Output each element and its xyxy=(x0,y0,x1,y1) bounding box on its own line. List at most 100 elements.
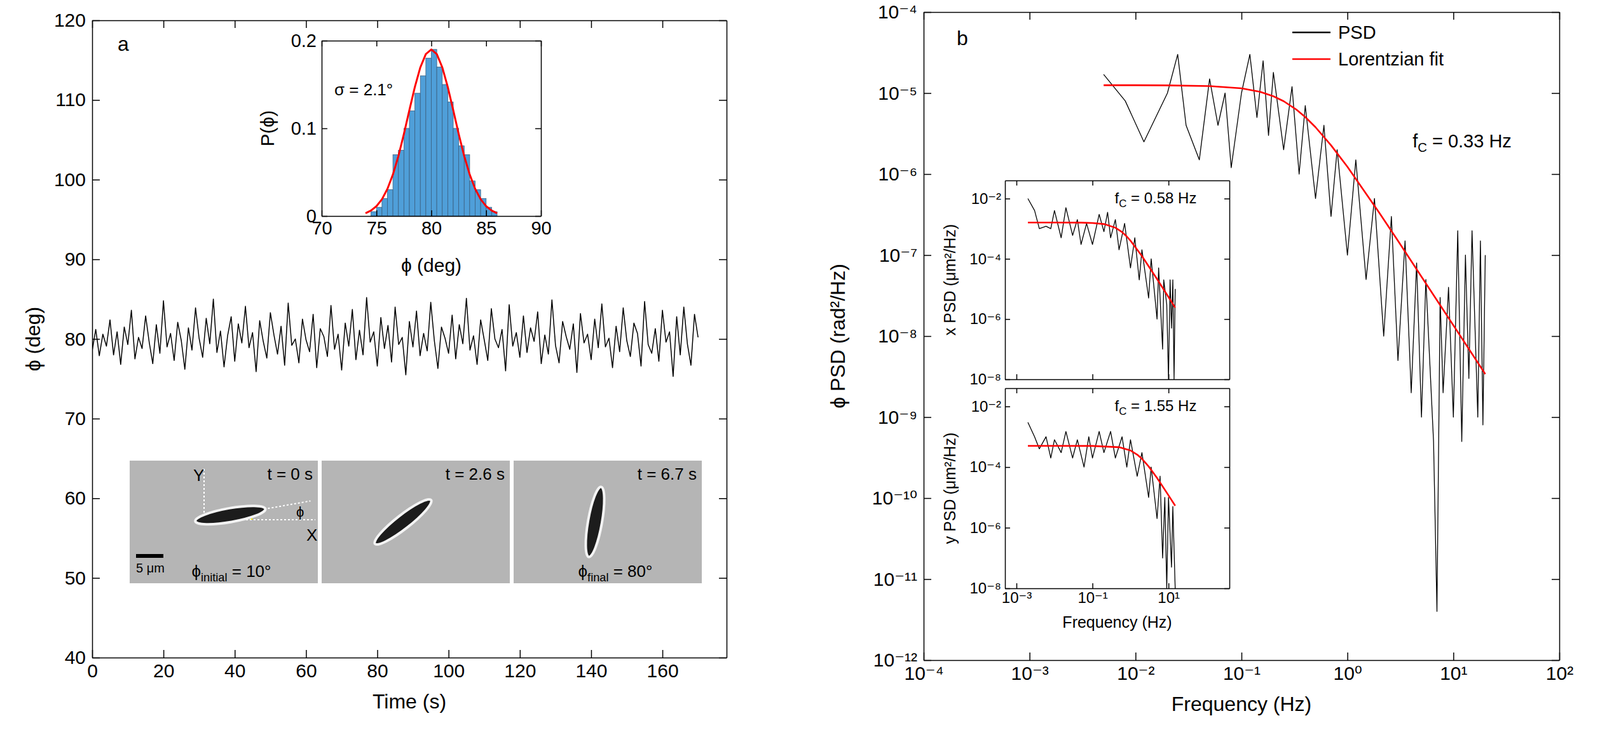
tick-mark xyxy=(1224,379,1230,381)
annotation: ϕinitial = 10° xyxy=(191,561,272,585)
tick-label: 10⁻⁹ xyxy=(877,406,918,428)
tick-label: 10⁻⁶ xyxy=(970,310,1002,328)
tick: 10⁻⁵ xyxy=(877,82,932,104)
tick-label: 0.2 xyxy=(291,30,317,51)
tick-mark xyxy=(486,210,488,217)
histogram-bar xyxy=(436,66,443,217)
tick-mark xyxy=(1005,319,1011,321)
axis-line xyxy=(1005,388,1231,390)
tick: 10⁻¹² xyxy=(873,649,932,671)
tick: 10⁻¹⁰ xyxy=(872,487,932,509)
tick-label: 10⁻⁸ xyxy=(970,370,1002,388)
right-axis xyxy=(718,20,728,659)
tick xyxy=(535,216,541,217)
tick-mark xyxy=(1168,583,1170,589)
tick-mark xyxy=(1005,588,1011,590)
histogram-bar xyxy=(387,190,394,217)
tick-mark xyxy=(1135,652,1137,661)
annotation: ϕfinal = 80° xyxy=(578,561,653,585)
tick-label: 10⁻³ xyxy=(1011,663,1049,684)
tick-mark xyxy=(376,650,379,658)
y-axis-title: ϕ PSD (rad²/Hz) xyxy=(826,263,850,409)
tick: 40 xyxy=(64,647,100,669)
tick-mark xyxy=(1016,180,1018,186)
tick-mark xyxy=(1092,388,1094,394)
tick xyxy=(1551,498,1560,500)
tick: 110 xyxy=(55,88,100,110)
annotation-base: ϕ xyxy=(578,561,589,582)
tick-label: 80 xyxy=(64,328,86,350)
tick: 20 xyxy=(153,650,175,682)
tick xyxy=(535,128,541,130)
tick-label: 10⁻⁵ xyxy=(877,82,918,104)
histogram-bar xyxy=(420,75,426,217)
histogram-bar xyxy=(371,211,377,217)
tick: 50 xyxy=(64,567,100,589)
left-axis: 10⁻⁸10⁻⁶10⁻⁴10⁻² xyxy=(969,181,1011,389)
tick xyxy=(1092,180,1094,186)
bacterium xyxy=(193,502,267,529)
annotation: σ = 2.1° xyxy=(334,80,393,100)
tick-mark xyxy=(1453,652,1455,661)
tick xyxy=(448,20,450,28)
tick: 10⁻² xyxy=(1116,652,1155,684)
tick-mark xyxy=(1224,527,1230,529)
annotation-rest: = 1.55 Hz xyxy=(1126,397,1197,415)
tick-label: 10⁻¹¹ xyxy=(873,568,918,590)
histogram-bar xyxy=(425,58,432,217)
tick-label: 75 xyxy=(366,218,388,239)
tick xyxy=(718,259,727,260)
tick-label: 10⁻⁸ xyxy=(877,325,918,347)
tick-mark xyxy=(1224,588,1230,590)
tick xyxy=(718,179,727,181)
tick-label: 10⁻³ xyxy=(1001,589,1032,607)
tick xyxy=(1168,180,1170,186)
tick-mark xyxy=(535,216,541,218)
tick xyxy=(1092,388,1094,394)
tick: 10⁻⁶ xyxy=(970,519,1011,537)
tick xyxy=(1224,467,1230,468)
tick-mark xyxy=(430,40,433,47)
tick-label: 10⁻⁸ xyxy=(970,579,1002,597)
tick-mark xyxy=(1551,660,1560,662)
x-axis-title: Frequency (Hz) xyxy=(1062,613,1172,632)
tick-mark xyxy=(1551,498,1560,500)
tick: 10⁻³ xyxy=(1001,583,1032,607)
tick xyxy=(1224,588,1230,590)
tick-mark xyxy=(1224,198,1230,200)
tick-label: 10⁻¹ xyxy=(1223,663,1261,684)
tick xyxy=(1016,180,1018,186)
tick-mark xyxy=(376,210,378,217)
tick-mark xyxy=(718,20,727,22)
tick: 80 xyxy=(421,210,442,239)
top-axis xyxy=(1005,388,1231,394)
histogram-bar xyxy=(409,110,416,217)
micrograph-frame: t = 2.6 s xyxy=(321,460,510,584)
axis-line xyxy=(1005,181,1007,381)
left-axis: 10⁻¹²10⁻¹¹10⁻¹⁰10⁻⁹10⁻⁸10⁻⁷10⁻⁶10⁻⁵10⁻⁴ xyxy=(872,1,932,671)
top-axis xyxy=(92,20,728,28)
figure: 0204060801001201401604050607080901001101… xyxy=(0,0,1600,744)
axis-line xyxy=(1005,588,1231,590)
tick-mark xyxy=(1016,388,1018,394)
tick: 0.1 xyxy=(291,118,328,139)
tick-label: 10⁻⁴ xyxy=(877,1,918,23)
inset-background xyxy=(1005,180,1230,380)
tick-mark xyxy=(1005,406,1011,408)
tick: 90 xyxy=(64,248,100,270)
tick-mark xyxy=(535,40,541,42)
scale-bar-label: 5 μm xyxy=(136,561,165,576)
axes: 707580859000.10.2ϕ (deg)P(ϕ)σ = 2.1° xyxy=(256,30,552,276)
tick: 10⁻² xyxy=(971,397,1011,416)
tick-mark xyxy=(92,259,100,261)
micrograph-background xyxy=(321,460,510,584)
tick-mark xyxy=(163,650,165,658)
tick-mark xyxy=(448,20,450,28)
panel-label: b xyxy=(956,26,969,50)
histogram-bar xyxy=(431,49,438,217)
tick-mark xyxy=(1092,180,1094,186)
tick-mark xyxy=(92,20,100,22)
tick-mark xyxy=(718,179,727,182)
tick-mark xyxy=(1016,374,1018,380)
tick: 10⁻⁸ xyxy=(970,370,1011,388)
